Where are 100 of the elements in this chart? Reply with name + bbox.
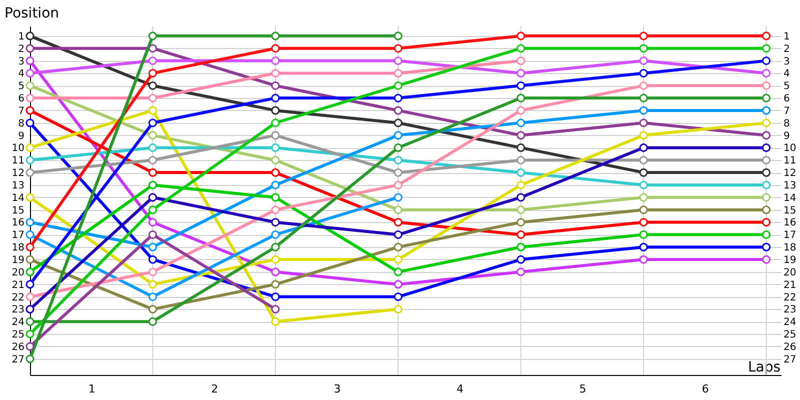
- point: [516, 143, 526, 152]
- point: [639, 242, 648, 252]
- point: [516, 168, 526, 177]
- point: [148, 68, 157, 78]
- y-tick-label: 19: [12, 254, 24, 266]
- y2-tick-label: 9: [784, 130, 790, 142]
- point: [762, 143, 771, 152]
- point: [516, 156, 526, 164]
- point: [516, 206, 526, 214]
- point: [26, 44, 34, 53]
- point: [762, 106, 771, 115]
- y2-tick-label: 21: [784, 280, 796, 291]
- point: [271, 32, 280, 40]
- point: [394, 218, 402, 227]
- point: [148, 268, 157, 276]
- y2-tick-label: 15: [784, 205, 796, 216]
- point: [516, 118, 526, 128]
- point: [271, 118, 280, 128]
- y-tick-label: 5: [18, 81, 24, 92]
- point: [762, 206, 771, 214]
- point: [271, 56, 280, 66]
- point: [271, 206, 280, 214]
- point: [762, 44, 771, 53]
- point: [148, 118, 157, 128]
- point: [26, 218, 34, 227]
- y-tick-label: 2: [18, 44, 24, 55]
- point: [516, 131, 526, 140]
- y-tick-label: 8: [18, 118, 24, 130]
- point: [639, 32, 648, 40]
- point: [516, 193, 526, 202]
- y2-tick-label: 25: [784, 330, 796, 341]
- y2-tick-label: 4: [784, 68, 790, 80]
- point: [516, 106, 526, 115]
- point: [394, 304, 402, 314]
- point: [271, 131, 280, 140]
- point: [271, 230, 280, 239]
- y2-tick-label: 18: [784, 242, 796, 254]
- point: [394, 94, 402, 102]
- point: [26, 242, 34, 252]
- point: [148, 242, 157, 252]
- point: [762, 180, 771, 190]
- point: [26, 280, 34, 289]
- point: [271, 317, 280, 326]
- point: [762, 81, 771, 90]
- y2-tick-label: 10: [784, 143, 796, 154]
- x-axis-title: Laps: [748, 360, 780, 376]
- point: [394, 193, 402, 202]
- point: [639, 131, 648, 140]
- y-tick-label: 25: [12, 330, 24, 341]
- point: [394, 56, 402, 66]
- y2-tick-label: 27: [784, 354, 796, 366]
- point: [26, 68, 34, 78]
- point: [516, 230, 526, 239]
- point: [271, 304, 280, 314]
- point: [639, 143, 648, 152]
- point: [26, 304, 34, 314]
- point: [26, 143, 34, 152]
- point: [148, 56, 157, 66]
- point: [762, 118, 771, 128]
- y-tick-label: 16: [12, 218, 24, 229]
- point: [639, 94, 648, 102]
- y-tick-label: 18: [12, 242, 24, 254]
- point: [394, 242, 402, 252]
- point: [271, 193, 280, 202]
- point: [148, 156, 157, 164]
- point: [271, 168, 280, 177]
- y-tick-label: 17: [12, 230, 24, 242]
- y2-tick-label: 7: [784, 106, 790, 117]
- point: [271, 268, 280, 276]
- point: [148, 292, 157, 302]
- point: [516, 242, 526, 252]
- point: [148, 304, 157, 314]
- y2-tick-label: 3: [784, 56, 790, 68]
- point: [516, 68, 526, 78]
- y-tick-label: 12: [12, 168, 24, 180]
- y-tick-label: 3: [18, 56, 24, 68]
- point: [148, 44, 157, 53]
- point: [26, 193, 34, 202]
- point: [394, 156, 402, 164]
- point: [394, 168, 402, 177]
- point: [26, 168, 34, 177]
- point: [26, 317, 34, 326]
- x-tick-label: 6: [702, 382, 709, 396]
- y-axis-title: Position: [4, 6, 60, 22]
- y-tick-label: 26: [12, 342, 24, 353]
- point: [639, 168, 648, 177]
- point: [394, 280, 402, 289]
- y-tick-label: 27: [12, 354, 24, 366]
- point: [26, 230, 34, 239]
- point: [639, 81, 648, 90]
- point: [516, 94, 526, 102]
- point: [516, 81, 526, 90]
- point: [271, 255, 280, 264]
- y2-tick-label: 6: [784, 94, 790, 105]
- point: [148, 131, 157, 140]
- point: [639, 180, 648, 190]
- point: [26, 118, 34, 128]
- y-tick-label: 22: [12, 292, 24, 304]
- point: [26, 156, 34, 164]
- y-tick-label: 6: [18, 94, 24, 105]
